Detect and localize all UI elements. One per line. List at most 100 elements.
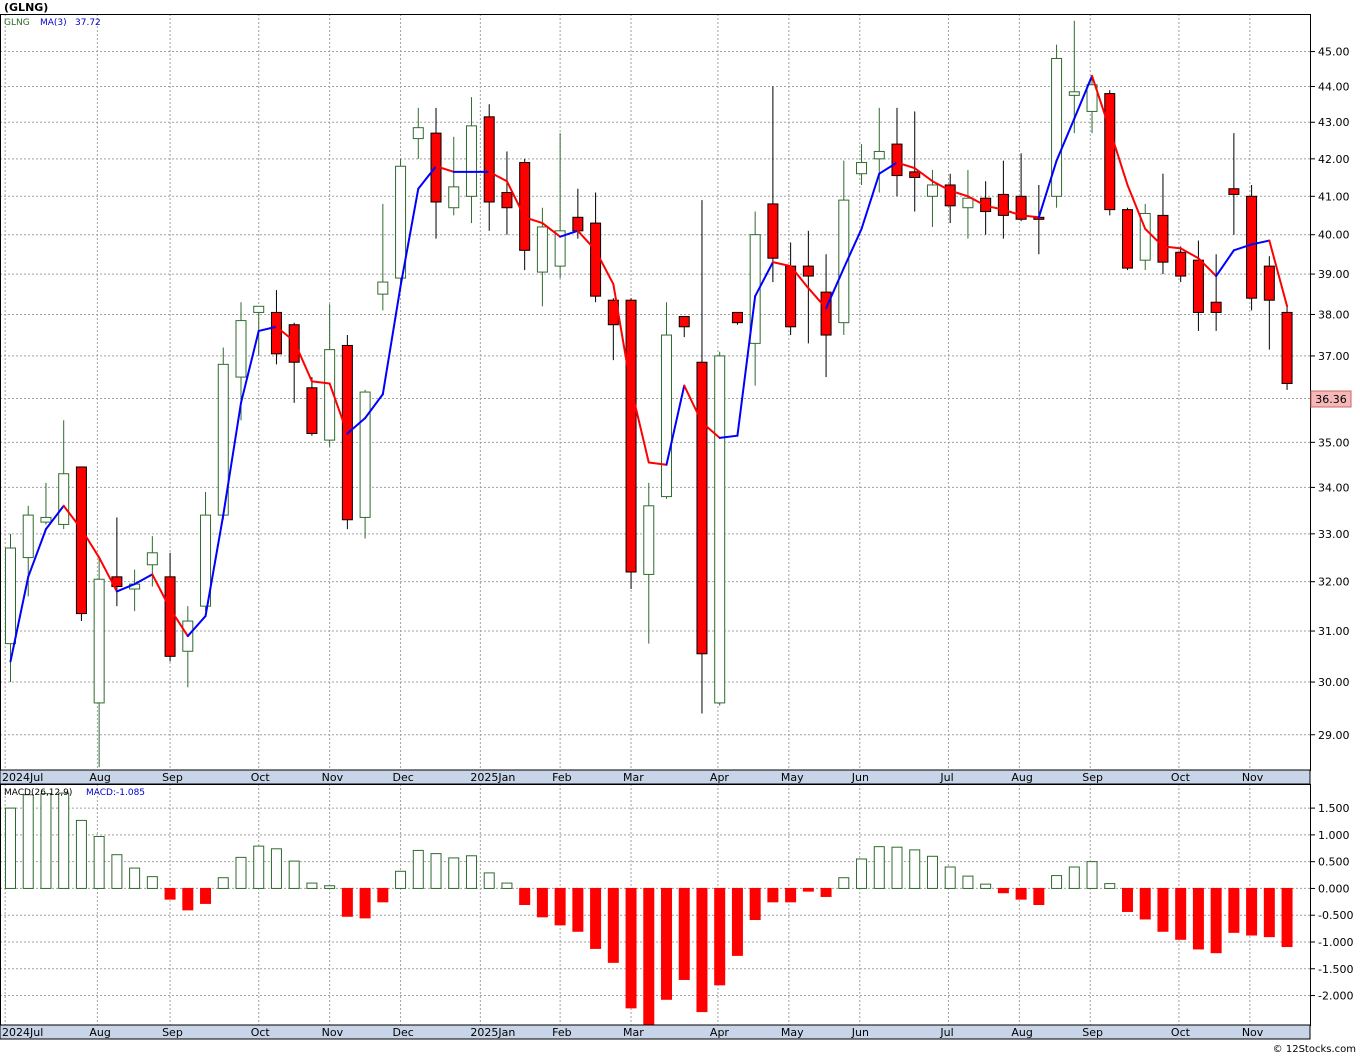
candle-body	[1121, 209, 1133, 269]
candle-body	[1104, 93, 1116, 211]
candle-body	[377, 281, 389, 295]
ma-segment	[1215, 249, 1235, 278]
ma-segment	[417, 165, 438, 190]
ma-segment	[151, 573, 172, 610]
candle-body	[1228, 188, 1240, 195]
macd-bar	[873, 846, 885, 889]
candle-body	[572, 216, 584, 232]
date-label: 2025Jan	[470, 1026, 515, 1039]
ma-segment	[559, 229, 579, 238]
candle-body	[146, 552, 158, 566]
candle-body	[1051, 57, 1063, 197]
ma-segment	[523, 216, 544, 225]
candle-body	[1175, 251, 1187, 277]
macd-bar	[200, 887, 212, 904]
ma-segment	[966, 195, 987, 207]
price-tick-label: 31.00	[1318, 625, 1350, 638]
ma-segment	[44, 504, 65, 531]
macd-bar	[997, 887, 1009, 894]
chart-title: (GLNG)	[4, 1, 48, 14]
macd-bar	[1246, 887, 1258, 936]
macd-bar	[359, 887, 371, 919]
macd-bar	[253, 845, 265, 889]
macd-bar	[146, 876, 158, 889]
macd-bar	[554, 887, 566, 926]
macd-bar	[448, 857, 460, 889]
macd-bar	[40, 793, 52, 889]
ma-segment	[62, 504, 83, 531]
candle-body	[1263, 265, 1275, 301]
date-label: Sep	[1082, 771, 1103, 784]
ma-segment	[1268, 239, 1289, 308]
date-label: Mar	[623, 771, 644, 784]
ma-segment	[1091, 74, 1111, 131]
date-label: Oct	[251, 771, 271, 784]
macd-bar	[802, 887, 814, 892]
macd-bar	[270, 848, 282, 889]
macd-bar	[820, 887, 832, 897]
price-tick-label: 32.00	[1318, 576, 1350, 589]
candle-body	[5, 547, 16, 645]
macd-bar	[749, 887, 761, 920]
macd-bar	[678, 887, 690, 980]
macd-bar	[430, 853, 442, 889]
ma-segment	[1197, 257, 1218, 278]
macd-bar	[785, 887, 797, 903]
macd-bar	[1033, 887, 1045, 906]
price-tick-label: 37.00	[1318, 350, 1350, 363]
price-tick-label: 34.00	[1318, 481, 1350, 494]
macd-bar	[980, 883, 992, 889]
ma-segment	[364, 393, 384, 420]
ma-segment	[399, 187, 420, 288]
macd-bar	[111, 854, 123, 889]
date-label: May	[781, 1026, 804, 1039]
date-label: Feb	[552, 1026, 571, 1039]
ma-segment	[27, 528, 47, 578]
macd-bar	[501, 882, 513, 889]
macd-tick-label: 1.000	[1318, 829, 1350, 842]
candle-body	[519, 162, 531, 251]
macd-bar	[1139, 887, 1151, 920]
date-label: Apr	[710, 1026, 730, 1039]
ma-segment	[683, 384, 703, 424]
candle-body	[412, 127, 424, 140]
ma-segment	[98, 556, 118, 593]
date-label: Aug	[89, 771, 110, 784]
ma-segment	[789, 265, 810, 290]
macd-tick-label: -0.500	[1318, 909, 1353, 922]
ma-segment	[647, 461, 668, 466]
ma-segment	[1126, 183, 1147, 230]
ma-segment	[576, 229, 597, 252]
price-tick-label: 35.00	[1318, 436, 1350, 449]
macd-bar	[235, 856, 247, 889]
candle-body	[997, 193, 1009, 216]
date-axis-labels-bottom: 2024Jul Aug Sep Oct Nov Dec 2025Jan Feb Mar Apr Ma…	[2, 1026, 1264, 1039]
macd-bar	[590, 887, 602, 949]
candle-body	[1210, 301, 1222, 313]
candle-body	[873, 150, 885, 160]
macd-bar	[1281, 887, 1293, 948]
macd-bar	[856, 858, 868, 889]
legend-ma-value: 37.72	[75, 18, 101, 28]
date-label: Dec	[393, 1026, 414, 1039]
date-label: Jul	[939, 771, 953, 784]
candle-body	[253, 305, 265, 313]
macd-bar	[377, 887, 389, 903]
ma-segment	[1250, 239, 1271, 246]
candle-body	[820, 291, 832, 336]
candle-body	[395, 165, 407, 279]
macd-bar	[22, 794, 34, 889]
date-axis-band-bottom	[0, 1024, 1311, 1040]
date-label: Apr	[710, 771, 730, 784]
ma-segment	[293, 340, 313, 383]
date-label: Jun	[851, 1026, 869, 1039]
price-tick-label: 43.00	[1318, 116, 1350, 129]
candle-body	[306, 387, 318, 434]
ma-segment	[1179, 247, 1200, 260]
date-label: Nov	[1242, 771, 1264, 784]
macd-bar	[1104, 883, 1116, 889]
ma-segment	[807, 287, 828, 310]
macd-bar	[962, 875, 974, 889]
macd-bar	[519, 887, 531, 906]
date-label: 2025Jan	[470, 771, 515, 784]
